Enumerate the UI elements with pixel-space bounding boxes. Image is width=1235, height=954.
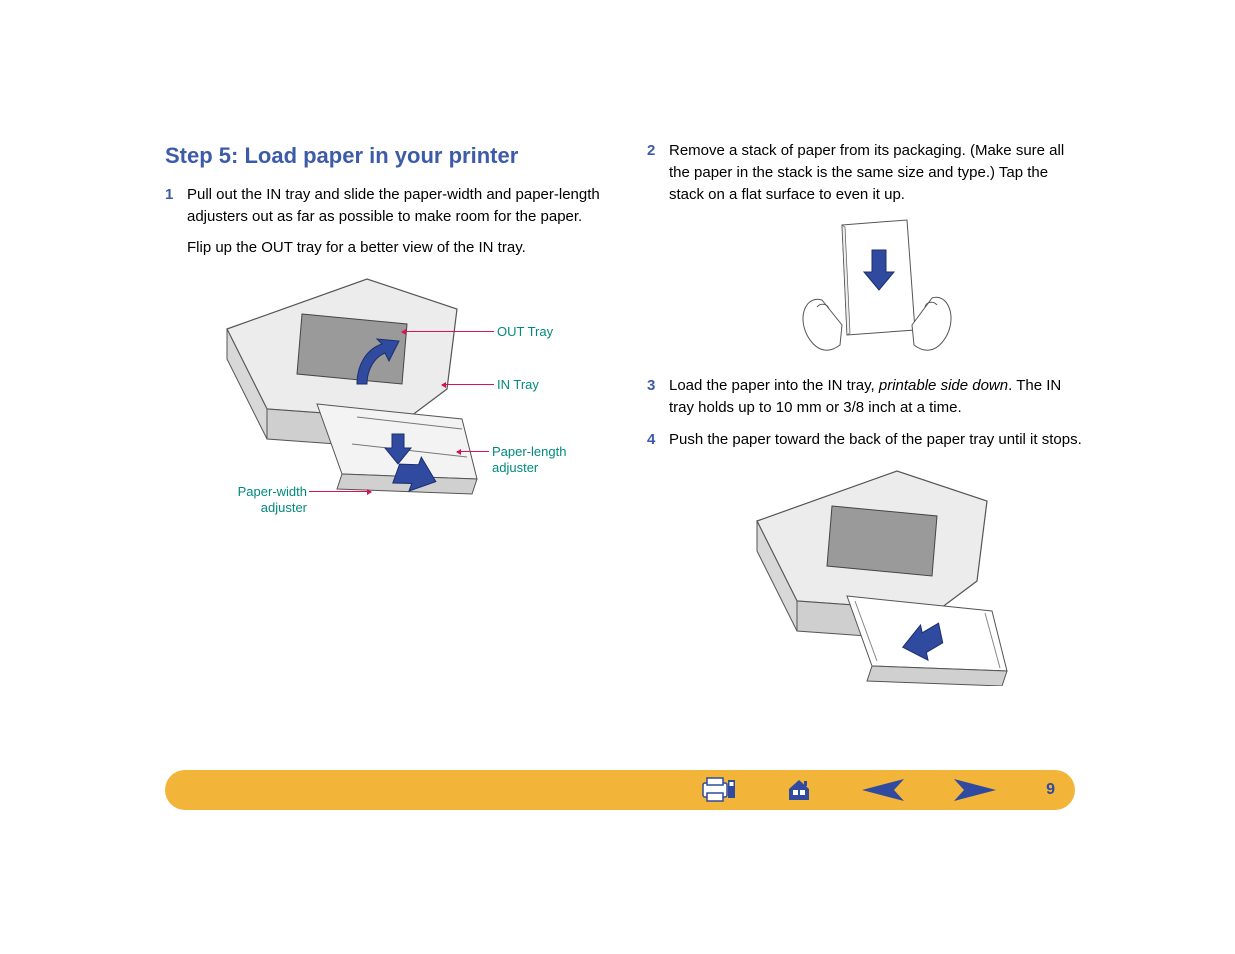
leader-in-tray: [442, 384, 494, 385]
printer-load-illustration: [737, 461, 1017, 686]
step-text: Remove a stack of paper from its packagi…: [669, 140, 1085, 205]
printer-icon[interactable]: [702, 777, 736, 803]
figure-paper-stack: [669, 215, 1085, 365]
callout-paper-width: Paper-width adjuster: [217, 484, 307, 515]
callout-out-tray: OUT Tray: [497, 324, 553, 340]
step-number: 3: [647, 375, 669, 419]
step-title: Step 5: Load paper in your printer: [165, 140, 607, 172]
step-1-sub: Flip up the OUT tray for a better view o…: [187, 237, 607, 259]
callout-paper-length: Paper-length adjuster: [492, 444, 582, 475]
step-3-em: printable side down: [879, 377, 1008, 394]
leader-paper-width: [309, 491, 371, 492]
nav-bar: 9: [165, 770, 1075, 810]
leader-paper-length: [457, 451, 489, 452]
leader-out-tray: [402, 331, 494, 332]
step-4: 4 Push the paper toward the back of the …: [647, 429, 1085, 451]
callout-in-tray: IN Tray: [497, 377, 539, 393]
left-column: Step 5: Load paper in your printer 1 Pul…: [165, 140, 607, 701]
figure-printer-trays: OUT Tray IN Tray Paper-length adjuster P…: [187, 269, 607, 529]
step-2: 2 Remove a stack of paper from its packa…: [647, 140, 1085, 205]
prev-icon[interactable]: [862, 779, 904, 801]
figure-printer-load: [669, 461, 1085, 691]
step-text: Load the paper into the IN tray, printab…: [669, 375, 1085, 419]
step-3-pre: Load the paper into the IN tray,: [669, 377, 879, 394]
step-text: Pull out the IN tray and slide the paper…: [187, 184, 607, 228]
page-number: 9: [1046, 781, 1055, 799]
step-3: 3 Load the paper into the IN tray, print…: [647, 375, 1085, 419]
step-number: 2: [647, 140, 669, 205]
home-icon[interactable]: [786, 777, 812, 803]
page-content: Step 5: Load paper in your printer 1 Pul…: [165, 140, 1085, 701]
step-number: 1: [165, 184, 187, 228]
right-column: 2 Remove a stack of paper from its packa…: [647, 140, 1085, 701]
printer-illustration: [207, 269, 487, 519]
next-icon[interactable]: [954, 779, 996, 801]
hands-paper-illustration: [787, 215, 967, 360]
step-1: 1 Pull out the IN tray and slide the pap…: [165, 184, 607, 228]
step-text: Push the paper toward the back of the pa…: [669, 429, 1085, 451]
step-number: 4: [647, 429, 669, 451]
